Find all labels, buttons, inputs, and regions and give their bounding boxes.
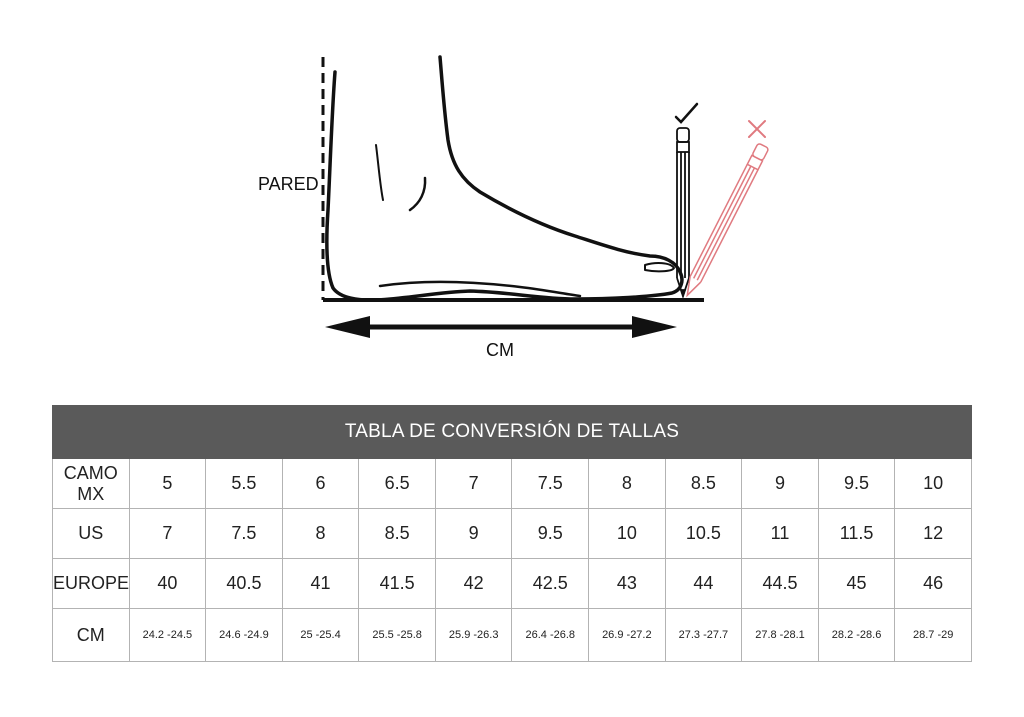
table-cell: 7.5 xyxy=(205,508,283,559)
table-cell: 5 xyxy=(128,458,207,509)
table-cell: 5.5 xyxy=(205,458,283,509)
table-cell: 44.5 xyxy=(741,558,819,609)
table-cell: 25 -25.4 xyxy=(281,608,360,662)
table-cell: 10 xyxy=(588,508,666,559)
row-label: US xyxy=(52,508,130,559)
check-mark-icon xyxy=(674,102,699,124)
table-cell: 9 xyxy=(434,508,513,559)
measure-label: CM xyxy=(486,340,514,360)
table-cell: 7.5 xyxy=(511,458,590,509)
table-cell: 40.5 xyxy=(205,558,283,609)
row-label: CAMO MX xyxy=(52,458,130,509)
wall-label: PARED xyxy=(258,174,319,194)
table-cell: 40 xyxy=(128,558,207,609)
table-row: US 7 7.5 8 8.5 9 9.5 10 10.5 11 11.5 12 xyxy=(52,508,972,559)
table-cell: 8 xyxy=(281,508,360,559)
measure-arrow-icon xyxy=(325,316,677,338)
table-title: TABLA DE CONVERSIÓN DE TALLAS xyxy=(52,405,972,459)
table-cell: 42 xyxy=(434,558,513,609)
table-cell: 41.5 xyxy=(358,558,436,609)
table-cell: 26.4 -26.8 xyxy=(511,608,590,662)
table-cell: 27.8 -28.1 xyxy=(741,608,819,662)
table-cell: 28.7 -29 xyxy=(894,608,972,662)
table-cell: 11 xyxy=(741,508,819,559)
table-row: CM 24.2 -24.5 24.6 -24.9 25 -25.4 25.5 -25.8… xyxy=(52,608,972,662)
table-cell: 8.5 xyxy=(664,458,743,509)
table-cell: 9.5 xyxy=(817,458,896,509)
table-cell: 42.5 xyxy=(511,558,590,609)
table-cell: 11.5 xyxy=(817,508,896,559)
table-cell: 26.9 -27.2 xyxy=(588,608,666,662)
table-cell: 12 xyxy=(894,508,972,559)
table-cell: 45 xyxy=(817,558,896,609)
table-cell: 27.3 -27.7 xyxy=(664,608,743,662)
table-cell: 24.6 -24.9 xyxy=(205,608,283,662)
table-cell: 8 xyxy=(588,458,666,509)
cross-mark-icon xyxy=(748,120,766,138)
table-cell: 44 xyxy=(664,558,743,609)
table-cell: 25.9 -26.3 xyxy=(434,608,513,662)
table-cell: 24.2 -24.5 xyxy=(128,608,207,662)
row-label: EUROPE xyxy=(52,558,130,609)
foot-outline xyxy=(325,55,684,302)
table-cell: 10 xyxy=(894,458,972,509)
table-cell: 10.5 xyxy=(664,508,743,559)
table-cell: 6.5 xyxy=(358,458,436,509)
row-label: CM xyxy=(52,608,130,662)
correct-pencil-icon xyxy=(676,127,690,299)
table-cell: 7 xyxy=(128,508,207,559)
table-cell: 6 xyxy=(281,458,360,509)
table-cell: 25.5 -25.8 xyxy=(358,608,436,662)
table-cell: 9.5 xyxy=(511,508,590,559)
table-cell: 9 xyxy=(741,458,819,509)
size-conversion-table: TABLA DE CONVERSIÓN DE TALLAS CAMO MX 5 5.… xyxy=(52,405,972,662)
wrong-pencil-icon xyxy=(686,143,769,298)
table-row: EUROPE 40 40.5 41 41.5 42 42.5 43 44 44.5 45 46 xyxy=(52,558,972,609)
table-cell: 8.5 xyxy=(358,508,436,559)
table-body: CAMO MX 5 5.5 6 6.5 7 7.5 8 8.5 9 9.5 10 US 7 7.5 8 8.5 9… xyxy=(52,458,972,662)
table-cell: 43 xyxy=(588,558,666,609)
foot-measurement-illustration: PARED CM xyxy=(258,55,769,360)
table-cell: 46 xyxy=(894,558,972,609)
table-cell: 28.2 -28.6 xyxy=(817,608,896,662)
table-cell: 7 xyxy=(434,458,513,509)
table-cell: 41 xyxy=(281,558,360,609)
table-row: CAMO MX 5 5.5 6 6.5 7 7.5 8 8.5 9 9.5 10 xyxy=(52,458,972,509)
